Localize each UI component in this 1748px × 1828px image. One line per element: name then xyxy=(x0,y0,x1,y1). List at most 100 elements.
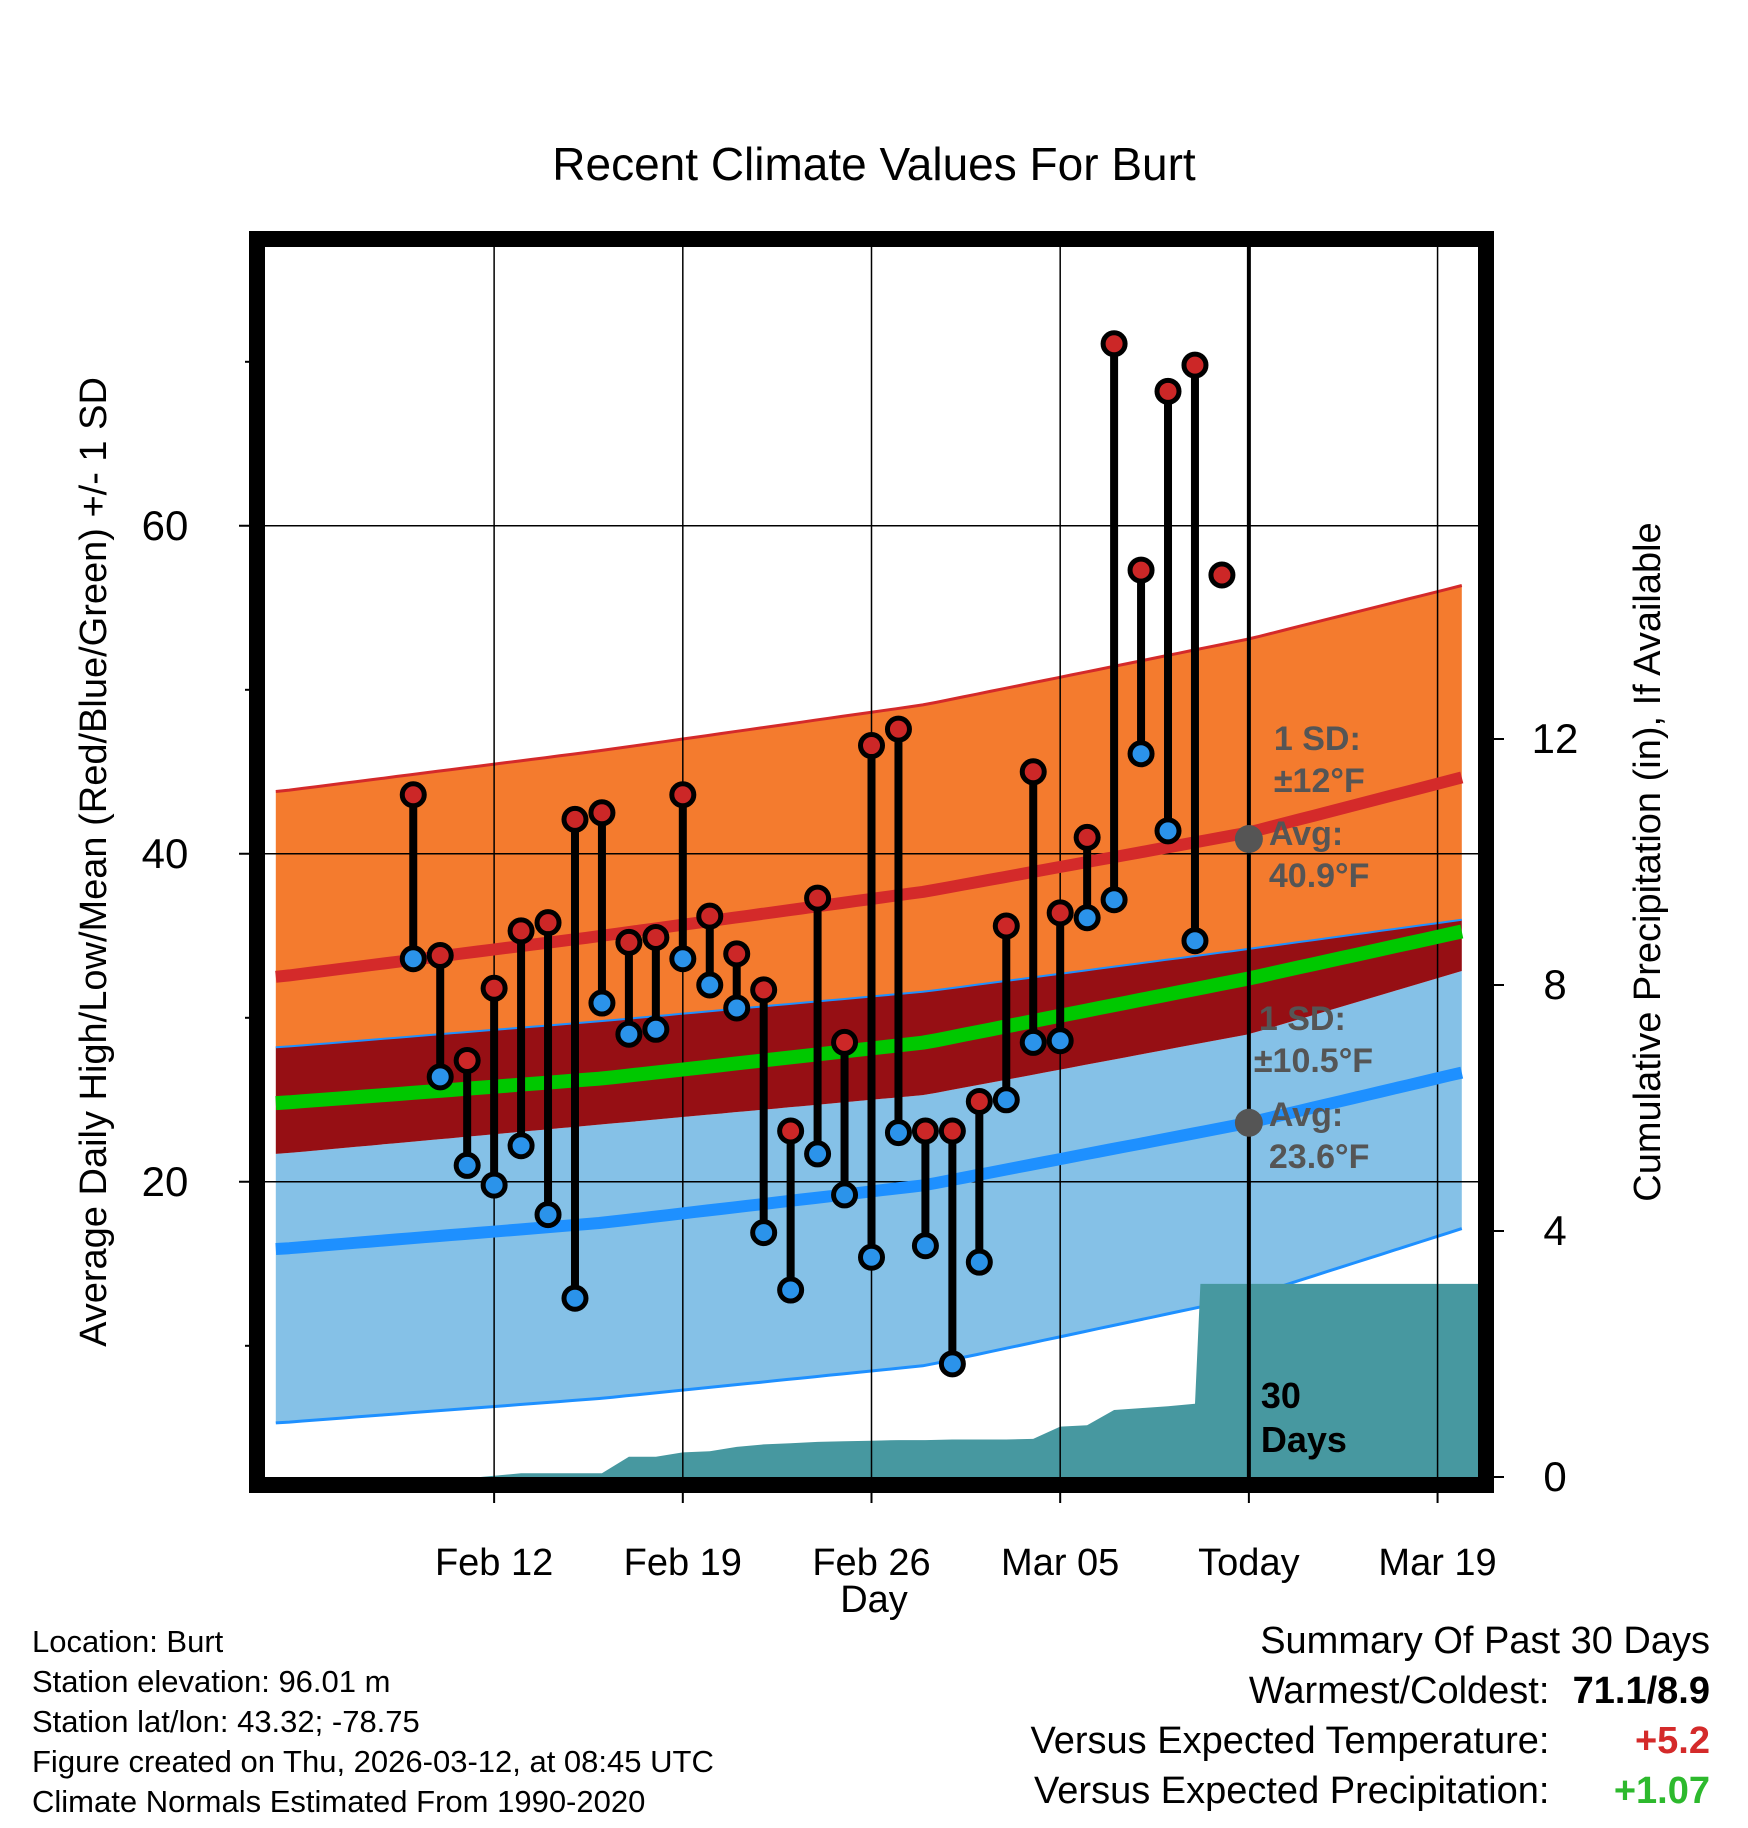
x-axis-label: Day xyxy=(840,1579,908,1621)
warm-cold-value: 71.1/8.9 xyxy=(1572,1670,1710,1712)
station-info: Location: Burt Station elevation: 96.01 … xyxy=(32,1622,714,1822)
high-point xyxy=(1181,351,1209,379)
today-days-label-2: Days xyxy=(1261,1419,1347,1460)
y-tick-label: 40 xyxy=(142,830,189,877)
precip-row: Versus Expected Precipitation: +1.07 xyxy=(1031,1766,1710,1816)
high-point xyxy=(534,909,562,937)
high-point xyxy=(1127,556,1155,584)
low-point xyxy=(534,1201,562,1229)
y-axis-label: Average Daily High/Low/Mean (Red/Blue/Gr… xyxy=(73,377,115,1347)
high-point xyxy=(992,912,1020,940)
low-point xyxy=(588,989,616,1017)
high-point xyxy=(696,902,724,930)
low-point xyxy=(992,1086,1020,1114)
high-avg-point xyxy=(1234,825,1263,854)
low-point xyxy=(669,945,697,973)
high-sd-value: ±12°F xyxy=(1274,762,1365,800)
high-point xyxy=(1100,330,1128,358)
high-point xyxy=(750,976,778,1004)
low-point xyxy=(777,1276,805,1304)
high-point xyxy=(777,1117,805,1145)
normals-text: Climate Normals Estimated From 1990-2020 xyxy=(32,1784,646,1819)
high-point xyxy=(642,923,670,951)
y2-tick-label: 0 xyxy=(1543,1453,1566,1500)
low-point xyxy=(1019,1028,1047,1056)
precip-area xyxy=(265,1283,1478,1477)
summary-title: Summary Of Past 30 Days xyxy=(1260,1620,1710,1662)
high-point xyxy=(588,799,616,827)
high-sd-label: 1 SD: xyxy=(1274,720,1361,758)
x-tick-label: Mar 05 xyxy=(1001,1542,1119,1584)
warm-cold-label: Warmest/Coldest: xyxy=(1248,1670,1550,1712)
low-point xyxy=(561,1284,589,1312)
high-point xyxy=(561,805,589,833)
high-point xyxy=(804,884,832,912)
climate-chart: Recent Climate Values For Burt 1 SD: ±12°… xyxy=(73,138,1669,1621)
y2-tick-label: 8 xyxy=(1543,961,1566,1008)
low-point xyxy=(399,945,427,973)
x-tick-label: Today xyxy=(1198,1542,1299,1584)
high-point xyxy=(1019,758,1047,786)
low-point xyxy=(750,1219,778,1247)
chart-title: Recent Climate Values For Burt xyxy=(552,138,1196,190)
temp-value: +5.2 xyxy=(1634,1720,1710,1762)
high-point xyxy=(723,940,751,968)
low-point xyxy=(453,1151,481,1179)
latlon-text: Station lat/lon: 43.32; -78.75 xyxy=(32,1704,420,1739)
low-sd-label: 1 SD: xyxy=(1259,1000,1346,1038)
high-point xyxy=(669,781,697,809)
low-point xyxy=(426,1063,454,1091)
high-point xyxy=(507,917,535,945)
low-point xyxy=(884,1119,912,1147)
low-point xyxy=(1127,740,1155,768)
low-point xyxy=(615,1020,643,1048)
y-tick-label: 60 xyxy=(142,502,189,549)
low-point xyxy=(858,1243,885,1271)
high-avg-value: 40.9°F xyxy=(1269,857,1370,895)
high-point xyxy=(480,974,508,1002)
temp-label: Versus Expected Temperature: xyxy=(1030,1720,1550,1762)
low-point xyxy=(1046,1027,1074,1055)
high-point xyxy=(831,1028,859,1056)
high-point xyxy=(426,941,454,969)
low-point xyxy=(804,1140,832,1168)
y2-tick-label: 4 xyxy=(1543,1207,1566,1254)
high-point xyxy=(1073,823,1101,851)
location-text: Location: Burt xyxy=(32,1624,224,1659)
high-upper-edge xyxy=(275,584,1463,793)
x-tick-label: Feb 26 xyxy=(812,1542,930,1584)
y2-tick-label: 12 xyxy=(1532,715,1579,762)
warm-cold-row: Warmest/Coldest: 71.1/8.9 xyxy=(1031,1666,1710,1716)
high-avg-label: Avg: xyxy=(1269,815,1343,853)
x-tick-label: Feb 12 xyxy=(435,1542,553,1584)
low-point xyxy=(1100,886,1128,914)
precip-label: Versus Expected Precipitation: xyxy=(1034,1770,1550,1812)
high-point xyxy=(858,732,885,760)
plot-area: 1 SD: ±12°F Avg: 40.9°F 1 SD: ±10.5°F Avg: 23.6… xyxy=(142,231,1579,1584)
y-tick-label: 20 xyxy=(142,1158,189,1205)
low-point xyxy=(965,1248,993,1276)
x-tick-label: Mar 19 xyxy=(1378,1542,1496,1584)
low-point xyxy=(831,1181,859,1209)
high-point xyxy=(884,715,912,743)
high-point xyxy=(1154,377,1182,405)
low-point xyxy=(507,1132,535,1160)
low-point xyxy=(480,1171,508,1199)
high-point xyxy=(938,1117,966,1145)
low-avg-value: 23.6°F xyxy=(1269,1138,1370,1176)
low-point xyxy=(1181,927,1209,955)
low-point xyxy=(642,1015,670,1043)
today-days-label-1: 30 xyxy=(1261,1375,1301,1416)
created-text: Figure created on Thu, 2026-03-12, at 08… xyxy=(32,1744,714,1779)
precip-value: +1.07 xyxy=(1613,1770,1710,1812)
low-point xyxy=(1154,817,1182,845)
x-tick-label: Feb 19 xyxy=(624,1542,742,1584)
low-point xyxy=(938,1350,966,1378)
high-point xyxy=(615,928,643,956)
summary-panel: Summary Of Past 30 Days Warmest/Coldest:… xyxy=(1031,1616,1710,1816)
high-point xyxy=(399,781,427,809)
high-point xyxy=(1046,899,1074,927)
temp-row: Versus Expected Temperature: +5.2 xyxy=(1031,1716,1710,1766)
y2-axis-label: Cumulative Precipitation (in), If Availa… xyxy=(1627,522,1669,1201)
low-sd-value: ±10.5°F xyxy=(1254,1042,1373,1080)
